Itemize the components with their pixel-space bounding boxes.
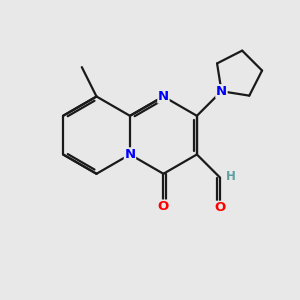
Text: N: N bbox=[216, 85, 227, 98]
Text: H: H bbox=[226, 170, 236, 183]
Text: N: N bbox=[158, 90, 169, 103]
Text: O: O bbox=[158, 200, 169, 213]
Text: O: O bbox=[214, 201, 226, 214]
Text: N: N bbox=[124, 148, 136, 161]
